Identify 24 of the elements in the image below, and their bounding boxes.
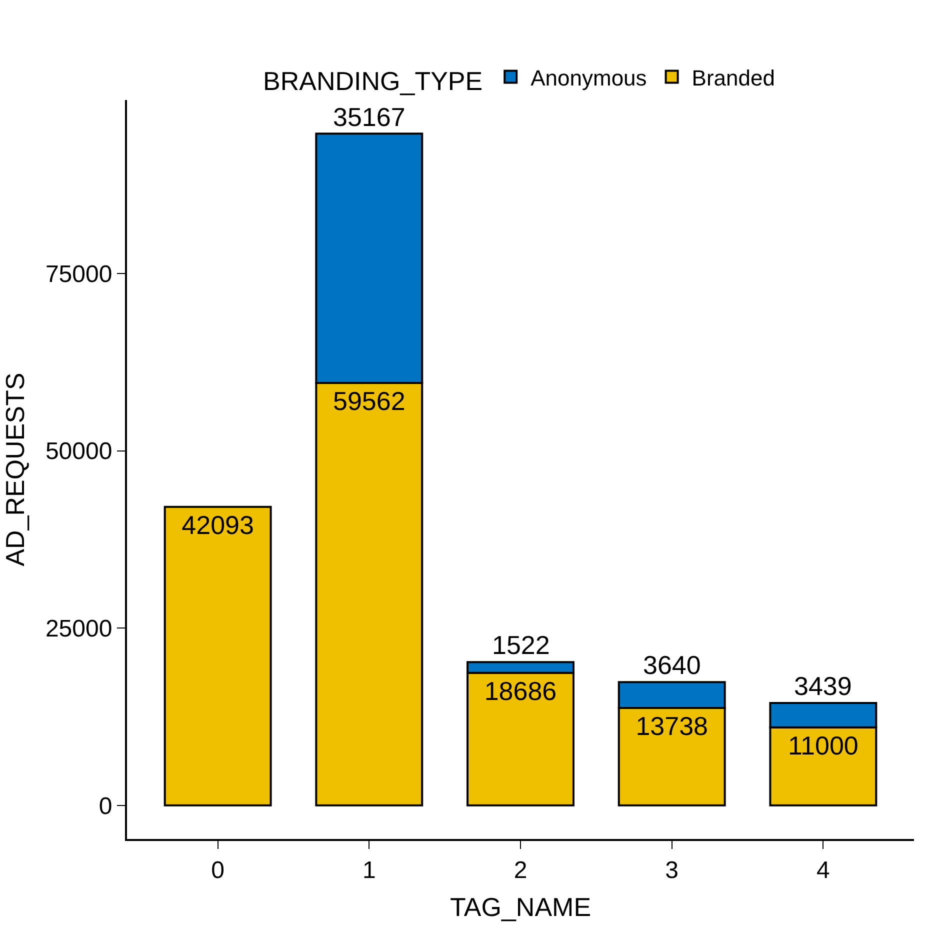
y-tick-label: 25000	[45, 616, 112, 643]
x-tick-label: 3	[665, 856, 679, 884]
x-tick-label: 2	[514, 856, 528, 884]
data-label: 18686	[484, 676, 557, 706]
x-tick-label: 4	[816, 856, 830, 884]
data-label: 35167	[333, 102, 406, 132]
legend-label: Branded	[692, 65, 775, 90]
x-tick-label: 0	[211, 856, 224, 884]
data-label: 13738	[636, 710, 708, 741]
data-label: 3640	[643, 650, 701, 680]
y-tick-label: 0	[98, 792, 112, 820]
x-axis-title: TAG_NAME	[450, 892, 592, 922]
data-label: 1522	[492, 630, 550, 660]
data-label: 42093	[182, 510, 254, 540]
x-tick-label: 1	[362, 856, 376, 884]
legend-label: Anonymous	[530, 65, 647, 90]
bar	[164, 506, 272, 806]
data-label: 3439	[794, 671, 852, 701]
y-tick-label: 50000	[45, 438, 112, 466]
legend-title: BRANDING_TYPE	[263, 66, 483, 96]
y-tick-label: 75000	[45, 260, 112, 288]
data-label: 11000	[788, 730, 858, 760]
data-label: 59562	[333, 386, 406, 416]
y-axis-title: AD_REQUESTS	[0, 372, 30, 566]
